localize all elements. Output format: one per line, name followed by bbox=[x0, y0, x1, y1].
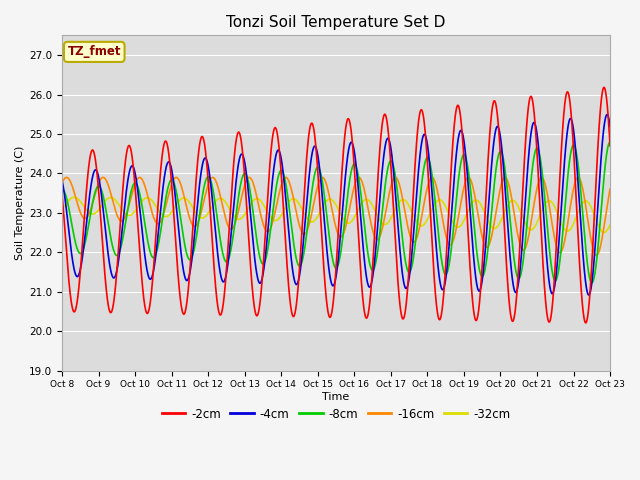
-8cm bbox=[459, 153, 467, 159]
-4cm bbox=[585, 292, 593, 298]
-16cm bbox=[317, 175, 325, 180]
Text: TZ_fmet: TZ_fmet bbox=[67, 46, 121, 59]
Line: -2cm: -2cm bbox=[62, 87, 610, 323]
-2cm bbox=[600, 84, 608, 90]
-8cm bbox=[583, 257, 591, 263]
-8cm bbox=[317, 173, 325, 179]
-2cm bbox=[577, 272, 584, 277]
Line: -8cm: -8cm bbox=[62, 142, 610, 283]
X-axis label: Time: Time bbox=[323, 392, 349, 402]
-16cm bbox=[63, 175, 70, 180]
-4cm bbox=[58, 178, 66, 183]
-32cm bbox=[317, 206, 325, 212]
-16cm bbox=[459, 190, 467, 196]
Line: -32cm: -32cm bbox=[62, 197, 610, 232]
Legend: -2cm, -4cm, -8cm, -16cm, -32cm: -2cm, -4cm, -8cm, -16cm, -32cm bbox=[157, 403, 515, 425]
-8cm bbox=[588, 280, 596, 286]
-2cm bbox=[244, 228, 252, 234]
-32cm bbox=[583, 198, 591, 204]
-2cm bbox=[317, 226, 325, 232]
-8cm bbox=[58, 186, 66, 192]
-8cm bbox=[244, 178, 252, 184]
-32cm bbox=[58, 206, 66, 212]
-2cm bbox=[583, 317, 591, 323]
Line: -16cm: -16cm bbox=[62, 178, 610, 255]
-4cm bbox=[577, 213, 584, 218]
-32cm bbox=[606, 222, 614, 228]
-4cm bbox=[604, 112, 611, 118]
-4cm bbox=[317, 184, 325, 190]
-4cm bbox=[583, 288, 591, 294]
-16cm bbox=[583, 212, 591, 218]
-8cm bbox=[474, 259, 482, 264]
-2cm bbox=[459, 136, 467, 142]
-8cm bbox=[606, 139, 614, 145]
-32cm bbox=[577, 204, 584, 210]
-16cm bbox=[58, 180, 66, 186]
-32cm bbox=[70, 194, 78, 200]
-32cm bbox=[459, 220, 467, 226]
-16cm bbox=[593, 252, 600, 258]
-2cm bbox=[474, 312, 482, 317]
-4cm bbox=[459, 131, 467, 137]
Line: -4cm: -4cm bbox=[62, 115, 610, 295]
Title: Tonzi Soil Temperature Set D: Tonzi Soil Temperature Set D bbox=[227, 15, 445, 30]
-4cm bbox=[606, 123, 614, 129]
-8cm bbox=[577, 182, 584, 188]
-16cm bbox=[474, 212, 482, 218]
-32cm bbox=[600, 229, 608, 235]
-32cm bbox=[244, 205, 252, 211]
-16cm bbox=[606, 186, 614, 192]
-4cm bbox=[474, 287, 482, 292]
-2cm bbox=[606, 143, 614, 149]
-2cm bbox=[58, 190, 66, 196]
-2cm bbox=[582, 320, 589, 326]
-32cm bbox=[474, 198, 482, 204]
-16cm bbox=[577, 177, 584, 183]
-4cm bbox=[244, 188, 252, 193]
-16cm bbox=[244, 175, 252, 180]
Y-axis label: Soil Temperature (C): Soil Temperature (C) bbox=[15, 146, 25, 260]
